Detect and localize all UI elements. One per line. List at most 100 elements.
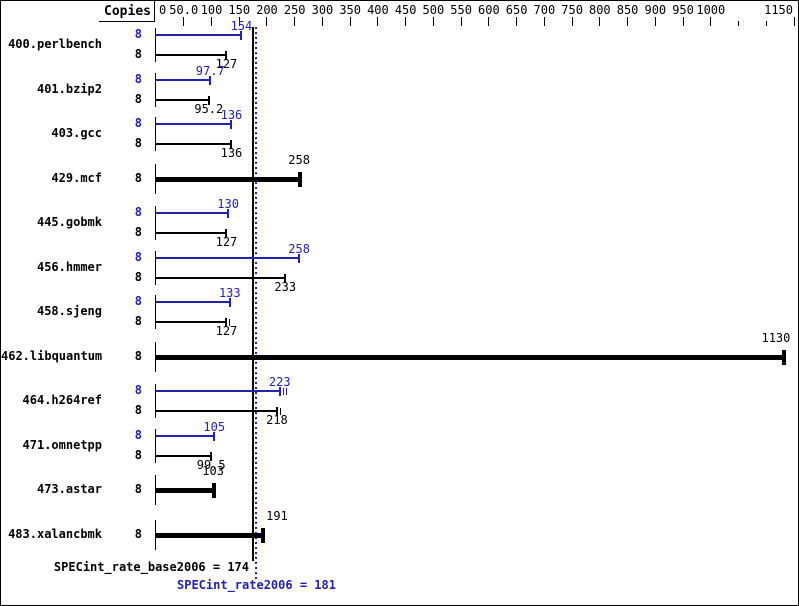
axis-tick-label: 950 xyxy=(672,3,694,17)
base-bar xyxy=(156,532,262,538)
bar-end-cap xyxy=(284,273,287,283)
benchmark-label: 400.perlbench xyxy=(8,37,102,51)
axis-tick-label: 650 xyxy=(505,3,528,17)
copies-label: 8 xyxy=(134,225,142,239)
copies-label: 8 xyxy=(134,269,142,284)
bar-end-cap xyxy=(298,253,301,263)
benchmark-label: 445.gobmk xyxy=(36,215,102,229)
bar-end-cap xyxy=(213,431,216,441)
base-value-label: 218 xyxy=(266,413,288,427)
axis-separator-line xyxy=(154,1,155,22)
copies-label: 8 xyxy=(134,71,142,86)
axis-tick-label: 600 xyxy=(478,3,500,17)
base-value-label: 136 xyxy=(220,146,243,160)
benchmark-label: 458.sjeng xyxy=(36,304,102,318)
peak-bar xyxy=(156,256,300,259)
benchmark-label: 471.omnetpp xyxy=(22,437,102,452)
base-bar xyxy=(156,176,300,182)
group-axis-line xyxy=(155,72,156,107)
peak-value-label: 105 xyxy=(203,419,226,434)
axis-tick xyxy=(266,17,268,26)
base-value-label: 233 xyxy=(274,279,297,294)
bar-end-cap xyxy=(225,51,228,60)
axis-tick xyxy=(349,17,351,26)
bar-value-label: 191 xyxy=(266,508,288,523)
axis-tick-label: 850 xyxy=(616,3,639,17)
peak-bar xyxy=(156,434,215,437)
bar-end-cap xyxy=(209,75,212,85)
group-axis-line xyxy=(155,384,156,418)
axis-tick-label: 900 xyxy=(644,3,667,17)
base-bar xyxy=(156,143,232,145)
copies-label: 8 xyxy=(134,136,142,150)
bar-end-cap xyxy=(228,298,231,307)
axis-tick-label: 550 xyxy=(450,3,472,17)
axis-tick xyxy=(210,17,212,26)
bar-end-cap xyxy=(260,527,265,543)
axis-tick-label: 50.0 xyxy=(169,3,199,17)
peak-value-label: 97.7 xyxy=(195,63,225,78)
copies-label: 8 xyxy=(134,294,142,308)
bar-end-cap xyxy=(240,31,243,40)
group-axis-line xyxy=(155,475,156,505)
benchmark-label: 462.libquantum xyxy=(1,348,103,363)
base-value-label: 127 xyxy=(215,235,238,249)
axis-tick xyxy=(654,17,656,26)
axis-tick-label: 100 xyxy=(200,3,223,17)
bar-value-label: 258 xyxy=(288,152,310,167)
bar-end-cap xyxy=(210,451,213,461)
group-axis-line xyxy=(155,250,156,285)
run-mark xyxy=(282,388,284,395)
group-axis-line xyxy=(155,163,156,194)
copies-header-underline xyxy=(99,21,155,22)
copies-label: 8 xyxy=(134,383,142,397)
axis-tick xyxy=(710,17,712,26)
benchmark-label: 464.h264ref xyxy=(22,393,102,407)
peak-bar xyxy=(156,34,242,36)
axis-tick xyxy=(405,17,407,26)
peak-value-label: 130 xyxy=(217,197,239,211)
axis-tick xyxy=(460,17,462,26)
base-bar xyxy=(156,54,227,56)
bar-value-label: 103 xyxy=(202,464,224,478)
base-bar xyxy=(156,321,227,323)
base-value-label: 127 xyxy=(215,324,238,338)
benchmark-label: 473.astar xyxy=(36,482,102,496)
peak-bar xyxy=(156,78,211,81)
benchmark-label: 401.bzip2 xyxy=(36,81,102,96)
axis-tick-label: 250 xyxy=(283,3,306,17)
base-value-label: 127 xyxy=(215,57,238,71)
run-mark xyxy=(229,319,231,326)
axis-tick xyxy=(238,17,240,26)
axis-tick-label: 300 xyxy=(311,3,334,17)
bar-end-cap xyxy=(225,318,228,327)
copies-label: 8 xyxy=(134,170,142,185)
axis-tick-label: 1000 xyxy=(696,3,726,17)
axis-tick-label: 0 xyxy=(159,3,167,17)
copies-label: 8 xyxy=(134,482,142,496)
peak-reference-line xyxy=(255,27,258,579)
copies-label: 8 xyxy=(134,314,142,328)
bar-end-cap xyxy=(207,95,210,105)
base-value-label: 99.5 xyxy=(196,457,226,472)
peak-value-label: 136 xyxy=(220,108,243,122)
bar-end-cap xyxy=(230,140,233,149)
benchmark-label: 429.mcf xyxy=(51,170,102,185)
axis-tick-label: 1150 xyxy=(764,3,793,17)
group-axis-line xyxy=(155,428,156,463)
axis-tick xyxy=(488,17,490,26)
axis-tick-label: 350 xyxy=(339,3,362,17)
copies-label: 8 xyxy=(134,205,142,219)
base-bar xyxy=(156,232,227,234)
peak-bar xyxy=(156,212,229,214)
bar-end-cap xyxy=(275,407,278,416)
axis-tick xyxy=(627,17,629,26)
copies-label: 8 xyxy=(134,47,142,61)
axis-tick xyxy=(321,17,323,26)
group-axis-line xyxy=(155,28,156,62)
copies-label: 8 xyxy=(134,249,142,264)
copies-label: 8 xyxy=(134,447,142,462)
axis-tick xyxy=(571,17,573,26)
group-axis-line xyxy=(155,519,156,550)
copies-label: 8 xyxy=(134,27,142,41)
